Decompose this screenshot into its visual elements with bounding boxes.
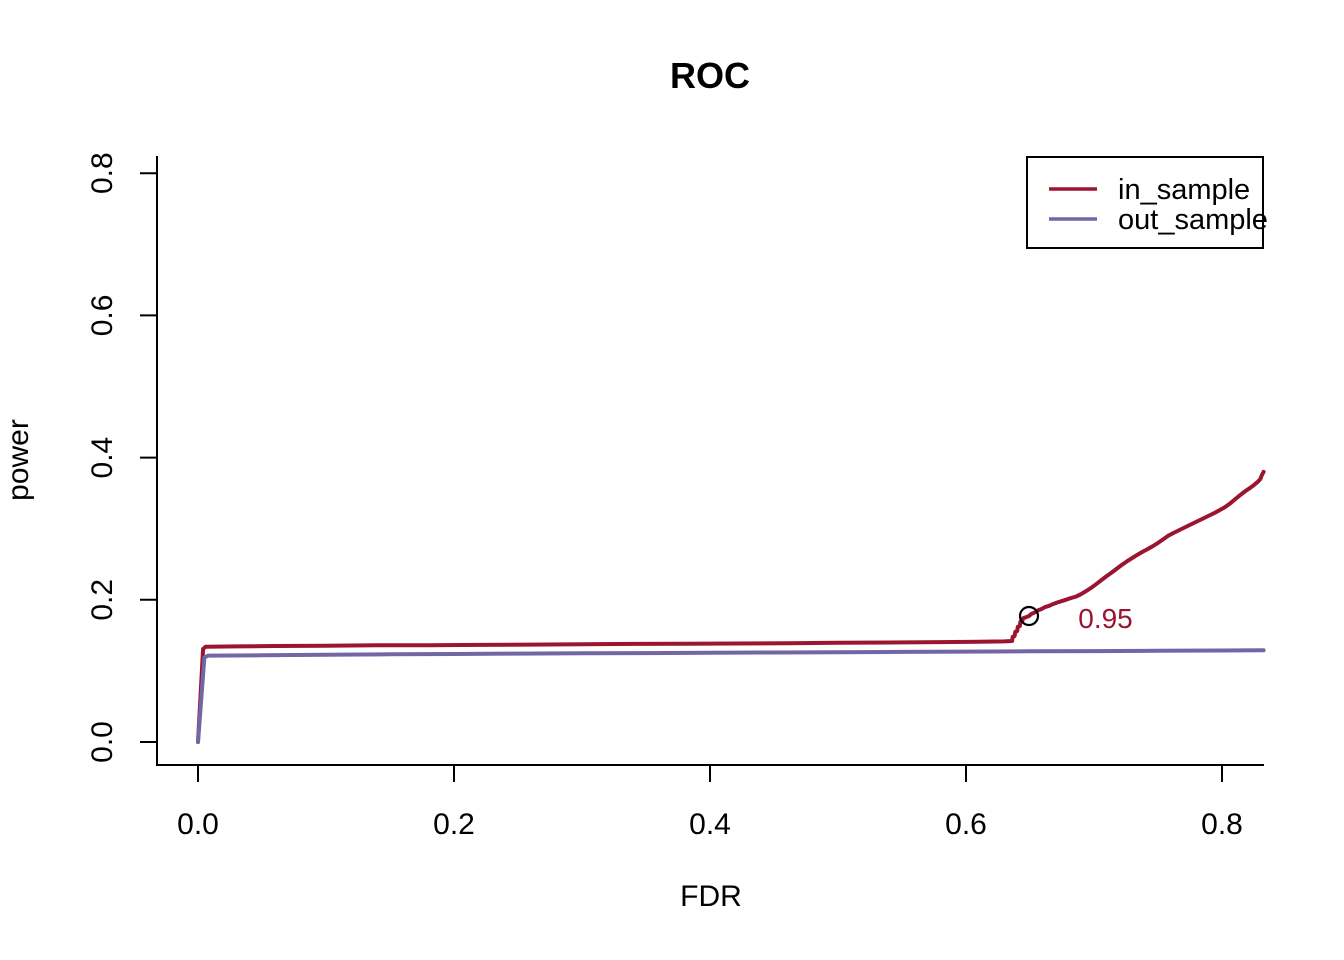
in_sample-line — [196, 469, 1266, 744]
y-axis-label: power — [2, 419, 35, 501]
x-tick-label: 0.2 — [433, 808, 475, 841]
out_sample-line — [196, 648, 1266, 744]
legend-label-out-sample: out_sample — [1118, 204, 1268, 236]
x-tick-label: 0.0 — [177, 808, 219, 841]
threshold-marker-circle — [1018, 605, 1040, 627]
legend-label-in-sample: in_sample — [1118, 174, 1250, 206]
chart-title: ROC — [670, 55, 750, 96]
legend-box — [1026, 156, 1264, 249]
y-tick-label: 0.4 — [86, 437, 119, 479]
x-axis-label: FDR — [680, 880, 742, 913]
x-tick-label: 0.4 — [689, 808, 731, 841]
axis-lines — [156, 156, 1264, 766]
x-tick-label: 0.6 — [945, 808, 987, 841]
y-tick-label: 0.0 — [86, 721, 119, 763]
threshold-label: 0.95 — [1078, 603, 1133, 634]
y-tick-label: 0.2 — [86, 579, 119, 621]
series-lines — [196, 469, 1266, 744]
x-tick-label: 0.8 — [1201, 808, 1243, 841]
threshold-annotation: 0.95 — [1018, 603, 1133, 634]
legend: in_sample out_sample — [1026, 156, 1268, 249]
y-tick-label: 0.8 — [86, 152, 119, 194]
y-tick-label: 0.6 — [86, 295, 119, 337]
axes: 0.0 0.2 0.4 0.6 0.8 0.0 0.2 0.4 0.6 0.8 — [86, 152, 1264, 841]
